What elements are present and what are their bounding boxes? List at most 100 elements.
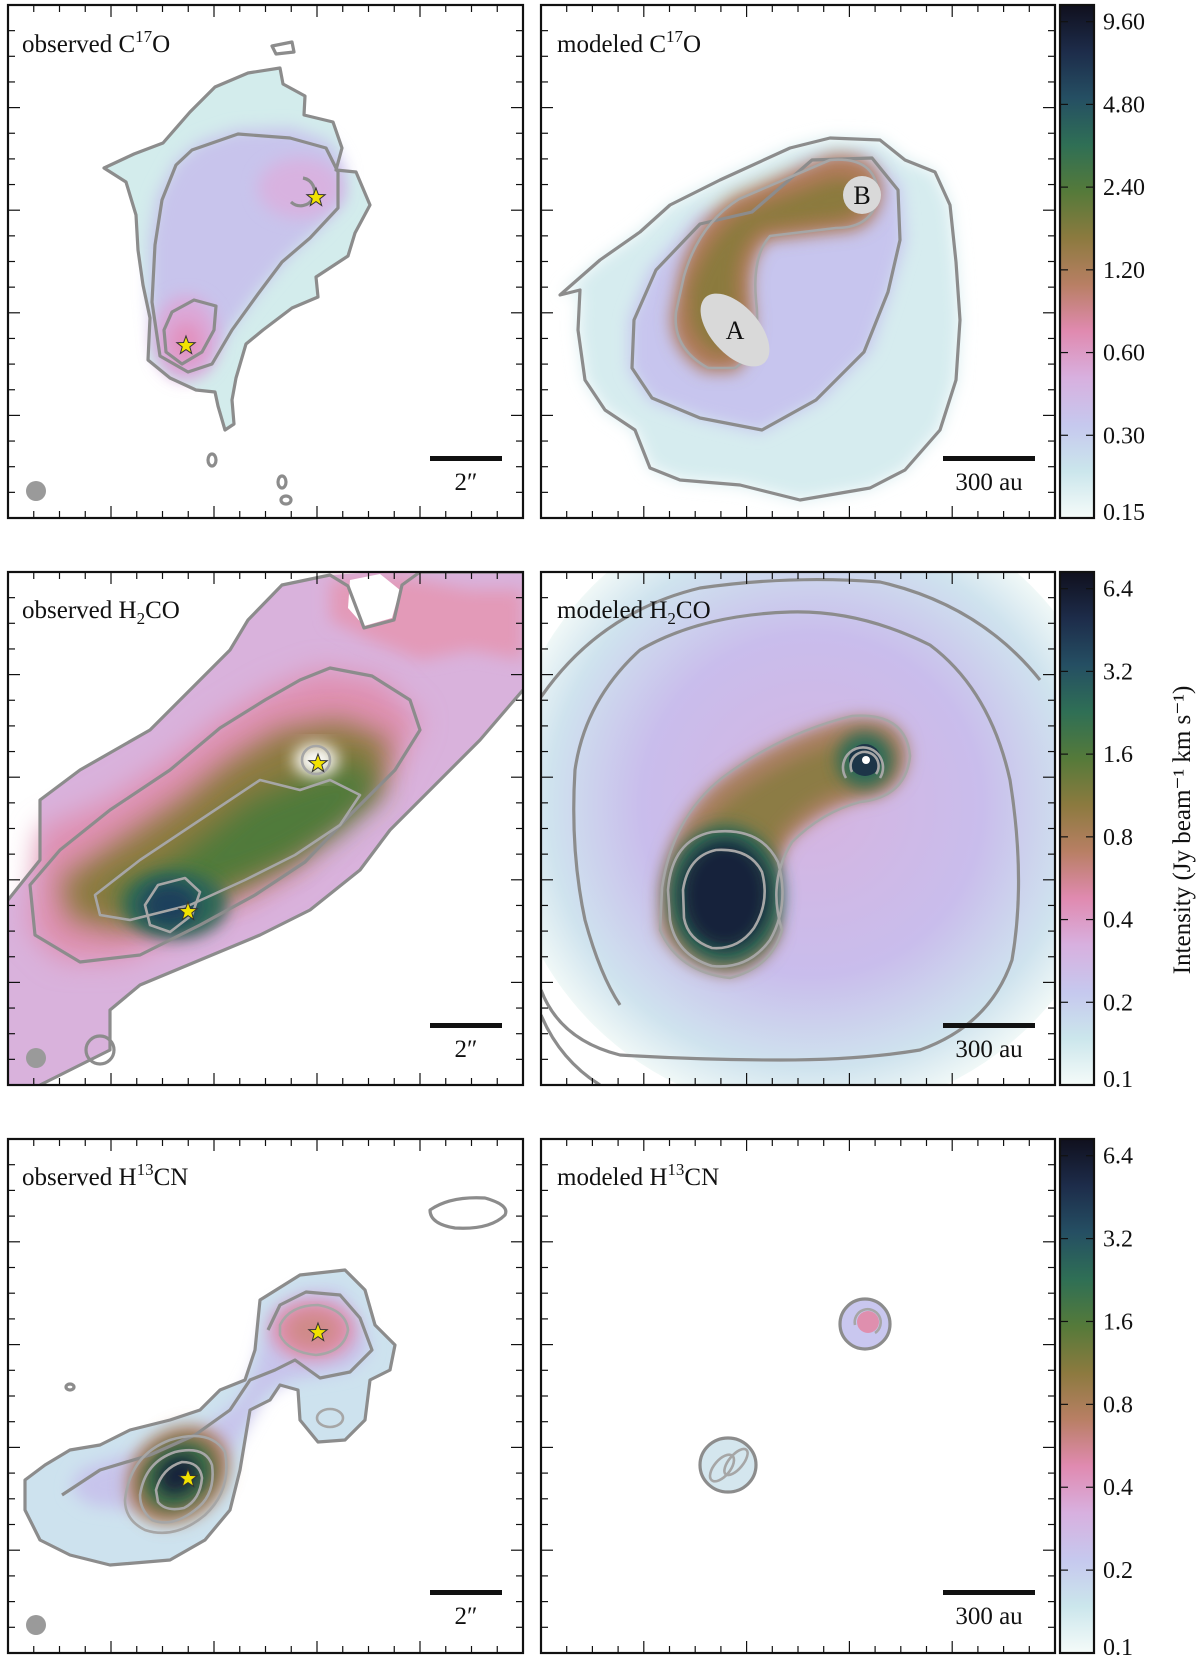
scale-bar (430, 456, 502, 461)
contour-core-a (143, 876, 202, 934)
mask-source-b (843, 176, 881, 214)
star-source-a (177, 1467, 199, 1488)
colorbar-tick-label: 2.40 (1103, 175, 1145, 201)
panel-title: modeled H13CN (557, 1160, 719, 1191)
colorbar-tick-label: 0.1 (1103, 1635, 1133, 1661)
scale-bar (943, 1590, 1035, 1595)
beam (26, 1048, 46, 1068)
contour-pink (28, 666, 422, 964)
emission-hole (348, 574, 400, 626)
panel-modeled-h13cn: 300 au modeled H13CN (539, 1137, 1057, 1655)
colorbar-tick-label: 0.15 (1103, 500, 1145, 526)
colorbar-fill (1060, 572, 1094, 1085)
contour-speck-3 (276, 474, 288, 490)
beam (26, 1615, 46, 1635)
colorbar-tick-label: 1.6 (1103, 742, 1133, 768)
colorbar-tick-label: 6.4 (1103, 577, 1133, 603)
panel-title: observed H13CN (22, 1160, 188, 1191)
contour-blob (84, 1034, 116, 1066)
scale-bar-label: 2″ (455, 469, 478, 496)
contour-a-1 (123, 1434, 228, 1535)
contour-speck-w (64, 1382, 76, 1392)
model-blob-a (700, 1437, 756, 1493)
star-source-b (307, 752, 329, 773)
contour-a-3 (154, 1460, 204, 1511)
mask-source-a (700, 293, 770, 367)
source-label-b: B (853, 181, 870, 210)
contour-outer (23, 1268, 397, 1567)
model-peak-b (862, 756, 870, 764)
panel-title: modeled H2CO (557, 597, 711, 628)
axes-frame (539, 1137, 1057, 1655)
emission-peak-north (258, 158, 342, 218)
contour-outer (8, 572, 523, 1085)
colorbar-tick-label: 3.2 (1103, 659, 1133, 685)
contour-green (93, 778, 362, 922)
contour-core-b2 (841, 746, 885, 779)
colorbar-frame (1058, 570, 1096, 1087)
source-label-a: A (726, 316, 745, 345)
contour-arm (674, 158, 880, 370)
colorbar-fill (1060, 5, 1094, 518)
panel-observed-h2co: 2″ observed H2CO (6, 570, 525, 1087)
contour-a-ring-2 (723, 1447, 749, 1477)
star-source-b (305, 186, 327, 207)
contour-peak-b (278, 1303, 350, 1357)
scale-bar (943, 1023, 1035, 1028)
contour-a-outer (698, 1436, 758, 1494)
colorbar-tick-label: 0.60 (1103, 341, 1145, 367)
colorbar-frame (1058, 1137, 1096, 1655)
colorbar-tick-label: 0.1 (1103, 1067, 1133, 1093)
colorbar-tick-label: 6.4 (1103, 1144, 1133, 1170)
contour-peak-b (300, 744, 332, 776)
colorbar-frame (1058, 3, 1096, 520)
model-core-b (857, 1311, 879, 1333)
beam (26, 481, 46, 501)
contour-speck-2 (206, 452, 218, 468)
contour-speck-ne (428, 1196, 508, 1230)
panel-modeled-c17o: A B 300 au modeled C17O (539, 3, 1057, 520)
scale-bar-label: 300 au (955, 469, 1023, 496)
contour-a-2 (138, 1448, 214, 1524)
model-core-a (681, 841, 769, 949)
panel-observed-h13cn: 2″ observed H13CN (6, 1137, 525, 1655)
colorbar-tick-label: 0.4 (1103, 1475, 1133, 1501)
colorbar-ticks: 0.15 0.30 0.60 1.20 2.40 4.80 9.60 (1060, 10, 1145, 526)
contour-blob (315, 1407, 345, 1429)
panel-title: observed C17O (22, 27, 170, 58)
scale-bar-label: 300 au (955, 1036, 1023, 1063)
colorbar-tick-label: 4.80 (1103, 92, 1145, 118)
colorbar-tick-label: 0.2 (1103, 990, 1133, 1016)
colorbar-axis-label: Intensity (Jy beam⁻¹ km s⁻¹) (1169, 686, 1196, 975)
colorbar-2: 0.1 0.2 0.4 0.8 1.6 3.2 6.4 (1058, 570, 1133, 1093)
contour-arm (658, 714, 912, 980)
star-source-b (307, 1321, 329, 1342)
contour-inner-south (162, 298, 218, 366)
scale-bar-label: 300 au (955, 1603, 1023, 1630)
colorbar-ticks: 0.1 0.2 0.4 0.8 1.6 3.2 6.4 (1060, 1144, 1133, 1661)
contour-outer-ring (541, 610, 1021, 1062)
contour-b-outer (838, 1297, 892, 1351)
star-source-a (177, 900, 199, 921)
colorbar-tick-label: 1.20 (1103, 258, 1145, 284)
emission-peak-a-core (157, 1455, 199, 1495)
star-source-a (175, 334, 197, 355)
colorbar-tick-label: 0.2 (1103, 1558, 1133, 1584)
colorbar-tick-label: 9.60 (1103, 10, 1145, 36)
contour-b-inner (853, 1307, 882, 1335)
contour-mid (61, 1290, 374, 1497)
contour-outer (102, 66, 372, 432)
contour-speck-4 (279, 494, 293, 506)
contour-speck-1 (270, 40, 296, 56)
colorbar-1: 0.15 0.30 0.60 1.20 2.40 4.80 9.60 (1058, 3, 1145, 526)
colorbar-tick-label: 0.8 (1103, 1392, 1133, 1418)
scale-bar (430, 1590, 502, 1595)
colorbar-tick-label: 3.2 (1103, 1227, 1133, 1253)
panel-modeled-h2co: 300 au modeled H2CO (539, 570, 1057, 1087)
contour-core-b (849, 750, 880, 775)
colorbar-3: 0.1 0.2 0.4 0.8 1.6 3.2 6.4 (1058, 1137, 1133, 1661)
colorbar-tick-label: 0.8 (1103, 825, 1133, 851)
panel-axis-ticks (8, 5, 1055, 1653)
scale-bar (943, 456, 1035, 461)
contour-core-a (681, 848, 766, 950)
